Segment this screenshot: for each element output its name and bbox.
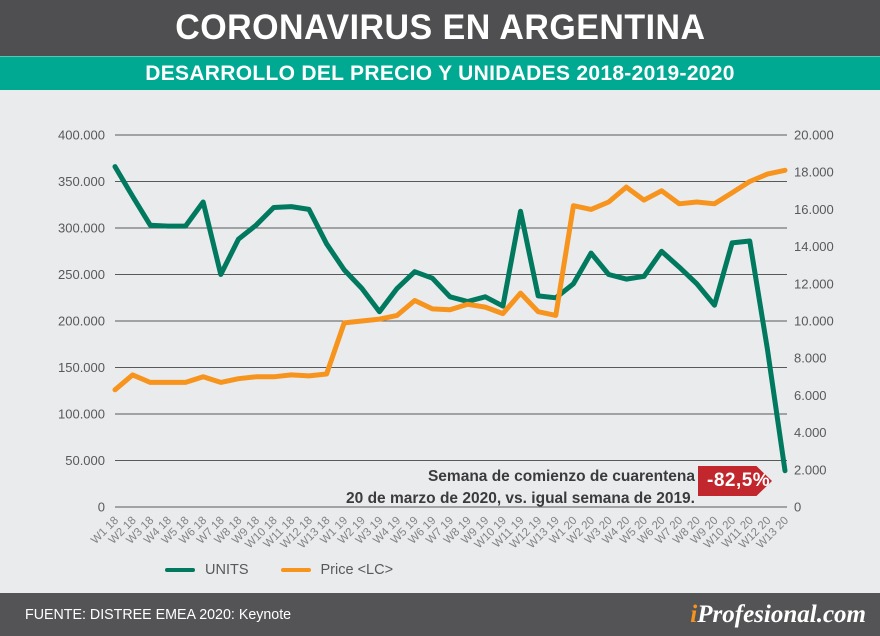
x-axis-tick-label: W8 18 [213, 515, 245, 547]
x-axis-tick-label: W2 19 [336, 515, 368, 547]
annotation-line-2: 20 de marzo de 2020, vs. igual semana de… [346, 490, 695, 507]
left-axis-tick-label: 350.000 [58, 174, 105, 189]
legend-label-price: Price <LC> [320, 562, 394, 578]
price-line-swatch [280, 568, 311, 572]
x-axis-tick-label: W7 19 [424, 515, 456, 547]
x-axis-tick-label: W1 19 [318, 515, 350, 547]
x-axis-tick-label: W9 19 [459, 515, 491, 547]
x-axis-tick-label: W13 19 [525, 515, 562, 552]
price-series-line [112, 167, 788, 393]
x-axis-tick-label: W1 20 [548, 515, 580, 547]
left-axis-tick-label: 50.000 [65, 453, 105, 468]
x-axis-tick-label: W13 20 [755, 515, 792, 552]
brand-logo: iProfesional.com [690, 601, 866, 629]
x-axis-tick-label: W3 20 [583, 515, 615, 547]
x-axis-tick-label: W1 18 [89, 515, 121, 547]
left-axis-tick-label: 200.000 [58, 314, 105, 329]
left-axis-tick-label: 400.000 [58, 128, 105, 143]
x-axis-tick-label: W10 19 [473, 515, 510, 552]
x-axis-tick-label: W2 20 [565, 515, 597, 547]
percent-drop-value: -82,5% [707, 470, 771, 491]
footer-bar: FUENTE: DISTREE EMEA 2020: Keynote iProf… [0, 593, 880, 636]
x-axis-tick-label: W4 19 [371, 515, 403, 547]
right-axis-tick-label: 20.000 [794, 128, 834, 143]
brand-logo-i: i [690, 600, 698, 628]
x-axis-tick-label: W5 18 [160, 515, 192, 547]
x-axis-tick-label: W7 18 [195, 515, 227, 547]
right-axis-tick-label: 8.000 [794, 351, 827, 366]
x-axis-tick-label: W11 18 [262, 515, 298, 551]
chart-area: Semana de comienzo de cuarentena 20 de m… [0, 90, 880, 593]
x-axis-tick-label: W13 18 [296, 515, 333, 552]
x-axis-tick-label: W12 18 [279, 515, 316, 552]
x-axis-tick-label: W5 20 [618, 515, 650, 547]
x-axis-tick-label: W8 19 [442, 515, 474, 547]
page-title: CORONAVIRUS EN ARGENTINA [174, 8, 706, 47]
header-bar: CORONAVIRUS EN ARGENTINA [0, 0, 880, 56]
left-axis-tick-label: 0 [98, 500, 105, 515]
units-series-line [112, 164, 788, 474]
right-axis-tick-label: 0 [794, 500, 801, 515]
brand-logo-rest: Profesional.com [697, 600, 866, 628]
x-axis-tick-label: W5 19 [389, 515, 421, 547]
units-line-swatch [165, 568, 195, 572]
x-axis-tick-label: W8 20 [671, 515, 703, 547]
x-axis-tick-label: W4 20 [600, 515, 632, 547]
x-axis-tick-label: W6 20 [636, 515, 668, 547]
x-axis-tick-label: W10 20 [702, 515, 739, 552]
left-axis-tick-label: 250.000 [58, 267, 105, 282]
right-axis-tick-label: 10.000 [794, 314, 834, 329]
x-axis-tick-label: W4 18 [142, 515, 174, 547]
legend-item-price: Price <LC> [280, 562, 394, 578]
right-axis-tick-label: 6.000 [794, 388, 827, 403]
x-axis-tick-label: W11 20 [720, 515, 756, 551]
x-axis-tick-label: W6 19 [406, 515, 438, 547]
x-axis-tick-label: W7 20 [653, 515, 685, 547]
subtitle-band: DESARROLLO DEL PRECIO Y UNIDADES 2018-20… [0, 56, 880, 91]
x-axis-tick-label: W3 19 [354, 515, 386, 547]
x-axis-tick-label: W10 18 [243, 515, 280, 552]
annotation-line-1: Semana de comienzo de cuarentena [427, 468, 695, 485]
right-axis-tick-label: 2.000 [794, 462, 827, 477]
x-axis-tick-label: W9 18 [230, 515, 262, 547]
legend-label-units: UNITS [205, 562, 249, 578]
right-axis-tick-label: 18.000 [794, 165, 834, 180]
line-chart-canvas: 400.000 350.000 300.000 250.000 200.000 150.0… [58, 128, 834, 552]
right-axis-tick-label: 4.000 [794, 425, 827, 440]
page-subtitle: DESARROLLO DEL PRECIO Y UNIDADES 2018-20… [145, 62, 735, 85]
right-axis-tick-label: 16.000 [794, 202, 834, 217]
quarantine-annotation: Semana de comienzo de cuarentena 20 de m… [346, 466, 695, 510]
chart-legend: UNITS Price <LC> [165, 562, 411, 578]
x-axis-tick-label: W6 18 [177, 515, 209, 547]
right-axis-tick-label: 14.000 [794, 239, 834, 254]
left-axis-tick-label: 300.000 [58, 221, 105, 236]
left-axis-tick-label: 150.000 [58, 360, 105, 375]
x-axis-tick-label: W12 20 [737, 515, 774, 552]
legend-item-units: UNITS [165, 562, 249, 578]
x-axis-tick-label: W3 18 [124, 515, 156, 547]
right-axis-tick-label: 12.000 [794, 276, 834, 291]
percent-drop-badge: -82,5% [698, 466, 772, 496]
x-axis-tick-label: W12 19 [508, 515, 545, 552]
source-credit: FUENTE: DISTREE EMEA 2020: Keynote [25, 606, 292, 623]
x-axis-tick-label: W11 19 [491, 515, 527, 551]
left-axis-tick-label: 100.000 [58, 407, 105, 422]
x-axis-tick-label: W2 18 [107, 515, 139, 547]
x-axis-tick-label: W9 20 [689, 515, 721, 547]
